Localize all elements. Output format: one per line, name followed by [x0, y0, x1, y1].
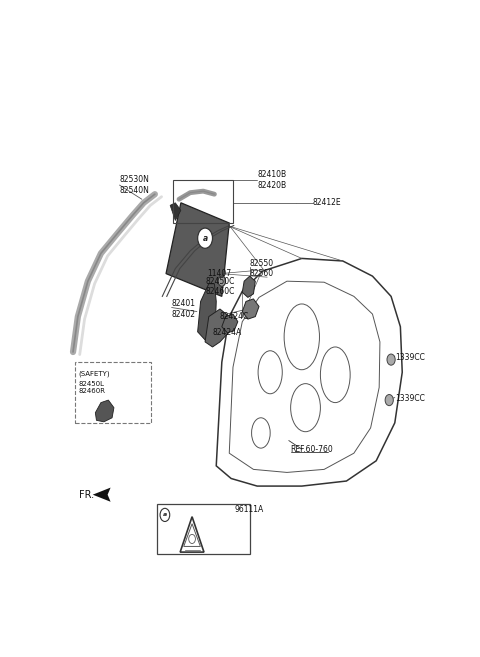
Text: 82412E: 82412E	[313, 198, 342, 207]
Circle shape	[160, 509, 170, 522]
Bar	[173, 180, 233, 223]
Text: 82450C
82460C: 82450C 82460C	[205, 277, 234, 296]
Polygon shape	[222, 314, 238, 333]
Text: (SAFETY): (SAFETY)	[79, 370, 110, 376]
Circle shape	[387, 354, 395, 365]
Polygon shape	[166, 203, 229, 296]
Polygon shape	[242, 276, 255, 298]
Text: 82530N
82540N: 82530N 82540N	[120, 175, 149, 194]
Text: 82450L
82460R: 82450L 82460R	[79, 381, 106, 394]
Text: 82424A: 82424A	[213, 328, 242, 337]
Bar	[75, 362, 151, 423]
Text: 82401
82402: 82401 82402	[172, 300, 196, 319]
Circle shape	[198, 228, 213, 248]
Text: 11407: 11407	[207, 269, 231, 278]
Polygon shape	[93, 487, 110, 502]
Text: 82410B
82420B: 82410B 82420B	[257, 170, 286, 190]
Polygon shape	[242, 299, 259, 319]
Text: a: a	[163, 512, 167, 518]
Text: FR.: FR.	[79, 489, 95, 500]
Circle shape	[218, 276, 226, 286]
Text: 96111A: 96111A	[235, 505, 264, 514]
Text: REF.60-760: REF.60-760	[290, 445, 334, 453]
Polygon shape	[170, 203, 181, 221]
Text: 1339CC: 1339CC	[395, 353, 425, 361]
Text: 82424C: 82424C	[220, 312, 249, 321]
Text: 82550
82560: 82550 82560	[250, 259, 274, 279]
Polygon shape	[198, 284, 216, 342]
Polygon shape	[205, 309, 229, 347]
Text: 1339CC: 1339CC	[395, 394, 425, 403]
Bar	[156, 504, 250, 555]
Polygon shape	[96, 400, 114, 422]
Text: a: a	[203, 234, 208, 242]
Circle shape	[385, 394, 393, 405]
